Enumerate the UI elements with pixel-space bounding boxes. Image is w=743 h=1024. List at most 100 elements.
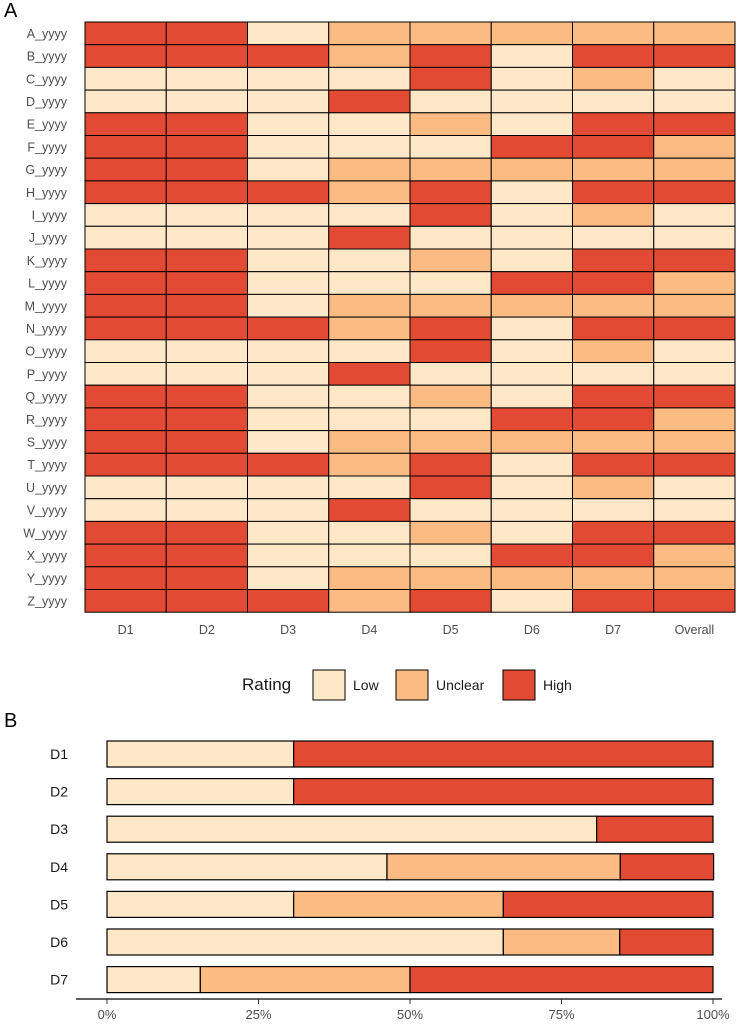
heatmap-cell — [247, 180, 330, 205]
x-tick-label: 75% — [548, 1007, 574, 1022]
heatmap-cell — [409, 89, 492, 114]
heatmap-cell — [247, 316, 330, 341]
heatmap-cell — [409, 384, 492, 409]
heatmap-cell — [247, 112, 330, 137]
heatmap-cell — [328, 475, 411, 500]
heatmap-cell — [409, 135, 492, 159]
heatmap-cell — [165, 180, 248, 205]
bar-segment-high — [619, 853, 715, 881]
heatmap-cell — [247, 520, 330, 545]
bar-segment-low — [106, 777, 295, 806]
row-label: Q_yyyy — [25, 390, 67, 404]
heatmap-cell — [247, 407, 330, 432]
bar-segment-low — [106, 853, 388, 881]
heatmap-cell — [165, 135, 248, 159]
heatmap-cell — [409, 157, 492, 182]
heatmap-cell — [572, 225, 655, 250]
heatmap-cell — [165, 271, 248, 295]
heatmap-cell — [247, 225, 330, 250]
heatmap-cell — [653, 430, 736, 454]
heatmap-cell — [653, 498, 736, 522]
heatmap-cell — [653, 112, 736, 137]
row-label: R_yyyy — [26, 413, 68, 427]
bar-segment-high — [409, 965, 714, 994]
x-tick-label: 50% — [397, 1007, 423, 1022]
heatmap-cell — [490, 316, 573, 341]
column-label: D2 — [199, 623, 215, 637]
bar-category-label: D7 — [50, 972, 68, 988]
row-label: L_yyyy — [28, 277, 68, 291]
heatmap-cell — [328, 66, 411, 91]
heatmap-cell — [247, 44, 330, 68]
heatmap-cell — [490, 89, 573, 114]
heatmap-cell — [409, 475, 492, 500]
heatmap-cell — [165, 362, 248, 386]
column-label: D7 — [605, 623, 621, 637]
heatmap-cell — [247, 248, 330, 273]
heatmap-cell — [653, 384, 736, 409]
bar-category-label: D4 — [50, 859, 68, 875]
heatmap-cell — [572, 135, 655, 159]
panel-a-letter: A — [4, 0, 18, 22]
heatmap-cell — [572, 430, 655, 454]
heatmap-cell — [409, 203, 492, 227]
heatmap-cell — [84, 89, 167, 114]
x-tick-label: 25% — [245, 1007, 271, 1022]
column-label: D1 — [118, 623, 134, 637]
heatmap-cell — [490, 384, 573, 409]
heatmap-cell — [84, 566, 167, 590]
heatmap-cell — [409, 66, 492, 91]
heatmap-cell — [653, 339, 736, 363]
row-label: T_yyyy — [27, 458, 67, 472]
heatmap-cell — [84, 112, 167, 137]
heatmap-cell — [165, 89, 248, 114]
heatmap-cell — [490, 430, 573, 454]
bar-category-label: D6 — [50, 934, 68, 950]
heatmap-cell — [165, 112, 248, 137]
row-label: U_yyyy — [26, 481, 68, 495]
heatmap-cell — [165, 248, 248, 273]
heatmap-cell — [490, 44, 573, 68]
column-label: D3 — [280, 623, 296, 637]
heatmap-cell — [84, 157, 167, 182]
heatmap-cell — [572, 112, 655, 137]
heatmap-cell — [572, 248, 655, 273]
row-label: Y_yyyy — [27, 572, 68, 586]
column-label: D4 — [361, 623, 377, 637]
heatmap-cell — [328, 225, 411, 250]
heatmap-cell — [165, 293, 248, 318]
heatmap-cell — [490, 566, 573, 590]
heatmap-cell — [165, 452, 248, 477]
heatmap-cell — [572, 293, 655, 318]
row-label: G_yyyy — [25, 163, 67, 177]
x-tick-label: 0% — [98, 1007, 117, 1022]
heatmap-cell — [247, 566, 330, 590]
row-label: P_yyyy — [27, 367, 68, 381]
heatmap-cell — [247, 498, 330, 522]
heatmap-cell — [328, 589, 411, 613]
heatmap-cell — [653, 44, 736, 68]
heatmap-cell — [165, 430, 248, 454]
column-label: Overall — [675, 623, 715, 637]
heatmap-cell — [165, 384, 248, 409]
heatmap-cell — [165, 225, 248, 250]
heatmap-cell — [165, 498, 248, 522]
row-label: C_yyyy — [26, 72, 68, 86]
heatmap-cell — [247, 543, 330, 568]
row-label: E_yyyy — [27, 118, 68, 132]
heatmap-cell — [247, 203, 330, 227]
bar-category-label: D5 — [50, 896, 68, 912]
heatmap-cell — [409, 589, 492, 613]
heatmap-cell — [572, 203, 655, 227]
heatmap-cell — [572, 316, 655, 341]
heatmap-cell — [490, 225, 573, 250]
heatmap-cell — [490, 498, 573, 522]
heatmap-cell — [653, 362, 736, 386]
heatmap-cell — [328, 498, 411, 522]
heatmap-cell — [572, 384, 655, 409]
row-label: W_yyyy — [23, 526, 68, 540]
heatmap-cell — [572, 44, 655, 68]
heatmap-cell — [653, 543, 736, 568]
column-label: D5 — [443, 623, 459, 637]
heatmap-cell — [409, 293, 492, 318]
